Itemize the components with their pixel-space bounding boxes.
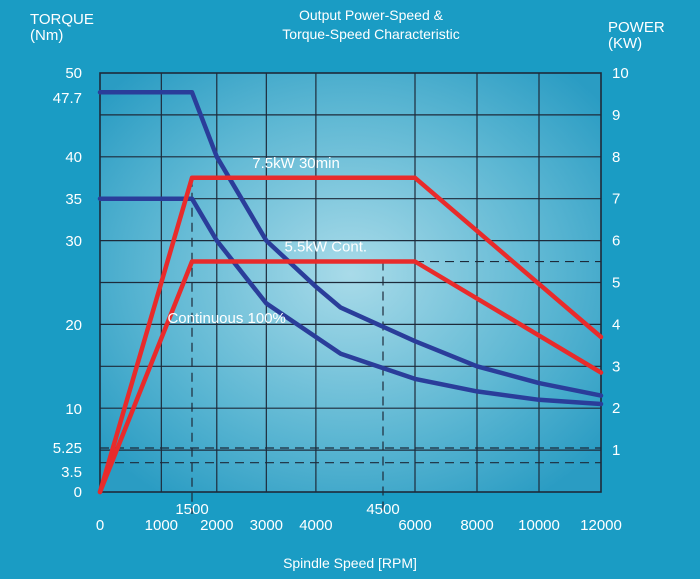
left-tick-label: 3.5 [61,464,82,481]
left-tick-label: 20 [65,317,82,334]
right-tick-label: 7 [612,191,620,208]
x-tick-label-upper: 1500 [175,501,208,518]
right-tick-label: 10 [612,65,629,82]
right-tick-label: 8 [612,149,620,166]
annotation-label: Continuous 100% [167,310,285,327]
annotation-label: 5.5kW Cont. [285,239,368,256]
left-axis-title: TORQUE (Nm) [30,12,94,44]
right-tick-label: 1 [612,442,620,459]
left-axis-title-line-1: TORQUE [30,11,94,28]
right-axis-title-line-2: (KW) [608,35,643,52]
x-tick-label: 2000 [200,517,233,534]
left-tick-label: 5.25 [53,440,82,457]
x-axis-title: Spindle Speed [RPM] [283,555,417,571]
right-tick-label: 3 [612,358,620,375]
x-tick-label: 1000 [145,517,178,534]
right-tick-label: 5 [612,275,620,292]
right-tick-label: 2 [612,400,620,417]
power-curve-4 [97,259,604,495]
power-curve-3 [97,175,604,495]
x-tick-label: 3000 [250,517,283,534]
chart-title: Output Power-Speed & Torque-Speed Charac… [221,6,521,44]
right-tick-label: 6 [612,233,620,250]
left-tick-label: 50 [65,65,82,82]
left-tick-label: 35 [65,191,82,208]
x-tick-label-upper: 4500 [366,501,399,518]
right-tick-label: 9 [612,107,620,124]
x-tick-label: 4000 [299,517,332,534]
torque-curve-1 [97,90,604,398]
left-tick-label: 47.7 [53,90,82,107]
right-axis-title: POWER (KW) [608,20,665,52]
x-tick-label: 8000 [460,517,493,534]
left-tick-label: 0 [74,484,82,501]
x-tick-label: 12000 [580,517,622,534]
chart-title-line-1: Output Power-Speed & [299,7,443,23]
x-tick-label: 10000 [518,517,560,534]
right-axis-title-line-1: POWER [608,19,665,36]
left-tick-label: 30 [65,233,82,250]
annotation-label: 7.5kW 30min [252,155,340,172]
x-tick-label: 0 [96,517,104,534]
plot-border [99,72,602,493]
left-axis-title-line-2: (Nm) [30,27,64,44]
torque-curve-2 [97,196,604,407]
left-tick-label: 40 [65,149,82,166]
right-tick-label: 4 [612,316,620,333]
x-tick-label: 6000 [398,517,431,534]
left-tick-label: 10 [65,401,82,418]
chart-title-line-2: Torque-Speed Characteristic [282,26,460,42]
